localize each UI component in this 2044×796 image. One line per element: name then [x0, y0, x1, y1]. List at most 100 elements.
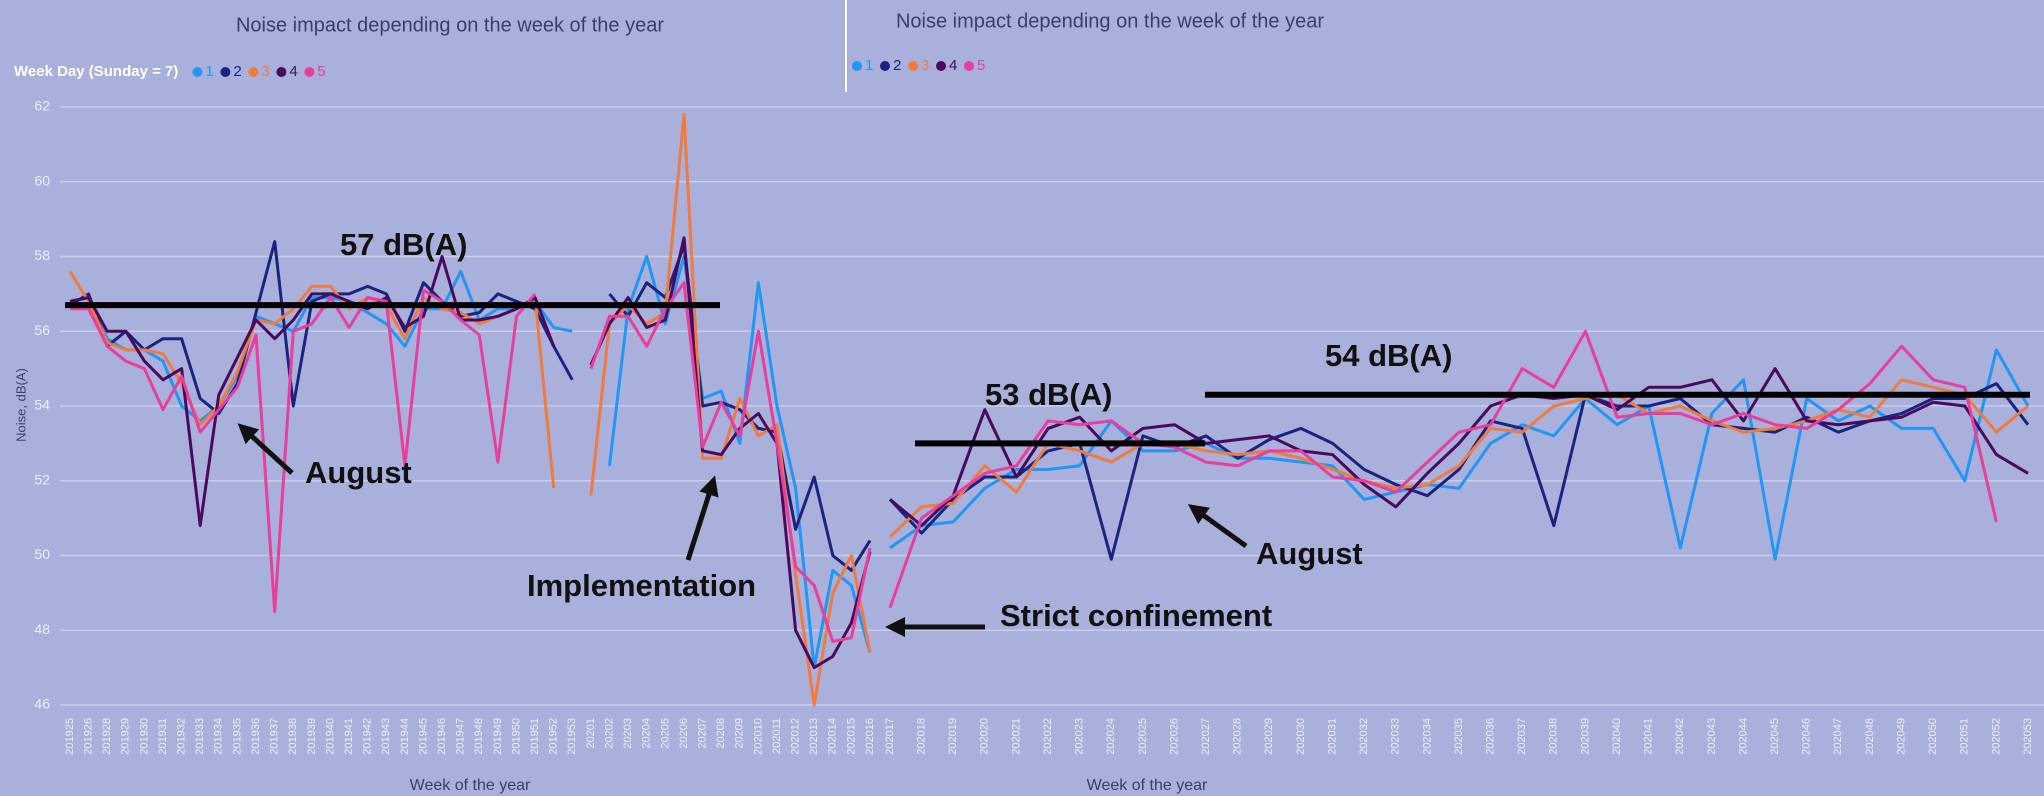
- reference-label: 53 dB(A): [985, 377, 1112, 412]
- x-tick-label: 202026: [1168, 718, 1180, 755]
- x-tick-label: 202038: [1548, 718, 1560, 755]
- x-tick-label: 202014: [827, 718, 839, 755]
- x-tick-label: 20206: [678, 718, 690, 749]
- x-tick-label: 201939: [306, 718, 318, 755]
- legend-label: 1: [205, 63, 213, 80]
- legend-swatch: [220, 67, 231, 77]
- reference-label: 54 dB(A): [1325, 338, 1452, 373]
- x-tick-label: 20208: [715, 718, 727, 749]
- x-tick-label: 202031: [1326, 718, 1338, 755]
- x-tick-label: 201926: [83, 718, 95, 755]
- x-tick-label: 202012: [789, 718, 801, 755]
- x-tick-label: 20202: [603, 718, 615, 749]
- x-tick-label: 202011: [771, 718, 783, 754]
- arrow: [1187, 504, 1248, 549]
- x-tick-label: 201938: [287, 718, 299, 755]
- x-tick-label: 201942: [362, 718, 374, 755]
- x-tick-label: 201947: [455, 718, 467, 755]
- x-tick-label: 202020: [979, 718, 991, 755]
- x-tick-label: 202048: [1864, 718, 1876, 755]
- arrow: [685, 475, 719, 561]
- x-tick-label: 202052: [1990, 718, 2002, 755]
- x-tick-label: 202013: [808, 718, 820, 755]
- legend-swatch: [304, 67, 315, 77]
- y-tick-label: 60: [34, 172, 50, 188]
- series-line: [888, 329, 1998, 609]
- legend-swatch: [880, 61, 890, 71]
- x-tick-label: 202021: [1010, 718, 1022, 755]
- x-tick-label: 201950: [510, 718, 522, 755]
- x-tick-label: 201948: [473, 718, 485, 755]
- x-tick-label: 202025: [1137, 718, 1149, 755]
- x-tick-label: 202023: [1074, 718, 1086, 755]
- legend-label: 2: [893, 57, 901, 74]
- x-tick-label: 201949: [492, 718, 504, 755]
- legend-label: 2: [233, 63, 241, 80]
- legend-label: 1: [865, 57, 873, 74]
- legend-title: Week Day (Sunday = 7): [14, 63, 178, 80]
- x-tick-label: 201936: [250, 718, 262, 755]
- legend-label: 3: [261, 63, 269, 80]
- legend-label: 5: [317, 63, 325, 80]
- chart-title: Noise impact depending on the week of th…: [896, 10, 1324, 32]
- x-tick-label: 201925: [64, 718, 76, 755]
- x-tick-label: 202029: [1263, 718, 1275, 755]
- x-tick-label: 202019: [947, 718, 959, 755]
- y-axis-label: Noise, dB(A): [13, 368, 28, 442]
- y-tick-label: 50: [34, 546, 50, 562]
- x-tick-label: 202045: [1769, 718, 1781, 755]
- x-tick-label: 20205: [659, 718, 671, 749]
- series-line: [70, 281, 872, 643]
- x-tick-label: 202016: [864, 718, 876, 755]
- legend-label: 3: [921, 57, 929, 74]
- legend-swatch: [964, 61, 974, 71]
- legend-swatch: [852, 61, 862, 71]
- x-tick-label: 20204: [641, 718, 653, 749]
- x-tick-label: 202027: [1200, 718, 1212, 755]
- x-tick-label: 202036: [1485, 718, 1497, 755]
- legend-swatch: [908, 61, 918, 71]
- y-tick-label: 58: [34, 247, 50, 263]
- x-tick-label: 202024: [1105, 718, 1117, 755]
- series-line: [889, 348, 2030, 561]
- x-tick-label: 202047: [1832, 718, 1844, 755]
- x-tick-label: 202040: [1611, 718, 1623, 755]
- x-tick-label: 201937: [269, 718, 281, 755]
- legend-label: 4: [949, 57, 957, 74]
- x-tick-label: 202041: [1643, 718, 1655, 755]
- y-tick-label: 46: [34, 696, 50, 712]
- x-tick-label: 201943: [380, 718, 392, 755]
- x-tick-label: 202010: [752, 718, 764, 755]
- arrow: [237, 423, 294, 475]
- arrows: [237, 423, 1248, 637]
- series-line: [889, 367, 2029, 528]
- x-tick-label: 201953: [566, 718, 578, 755]
- x-tick-label: 202034: [1421, 718, 1433, 755]
- legend-label: 4: [289, 63, 297, 80]
- x-tick-label: 202028: [1232, 718, 1244, 755]
- x-tick-label: 202043: [1706, 718, 1718, 755]
- x-tick-label: 202033: [1390, 718, 1402, 755]
- y-tick-label: 56: [34, 322, 50, 338]
- legend-swatch: [936, 61, 946, 71]
- annotation: August: [305, 455, 412, 490]
- legend-swatch: [192, 67, 203, 77]
- x-tick-label: 201940: [324, 718, 336, 755]
- annotation: Strict confinement: [1000, 598, 1272, 633]
- x-tick-label: 201932: [176, 718, 188, 755]
- y-tick-label: 48: [34, 621, 50, 637]
- x-tick-label: 202044: [1737, 718, 1749, 755]
- x-tick-label: 201929: [120, 718, 132, 755]
- x-tick-label: 201928: [101, 718, 113, 755]
- x-axis-label: Week of the year: [410, 777, 531, 794]
- x-tick-label: 202030: [1295, 718, 1307, 755]
- x-tick-label: 202039: [1579, 718, 1591, 755]
- x-tick-label: 202015: [845, 718, 857, 755]
- x-tick-label: 20209: [734, 718, 746, 749]
- legend-label: 5: [977, 57, 985, 74]
- x-tick-label: 201931: [157, 718, 169, 755]
- x-tick-label: 201930: [138, 718, 150, 755]
- x-tick-label: 20201: [585, 718, 597, 749]
